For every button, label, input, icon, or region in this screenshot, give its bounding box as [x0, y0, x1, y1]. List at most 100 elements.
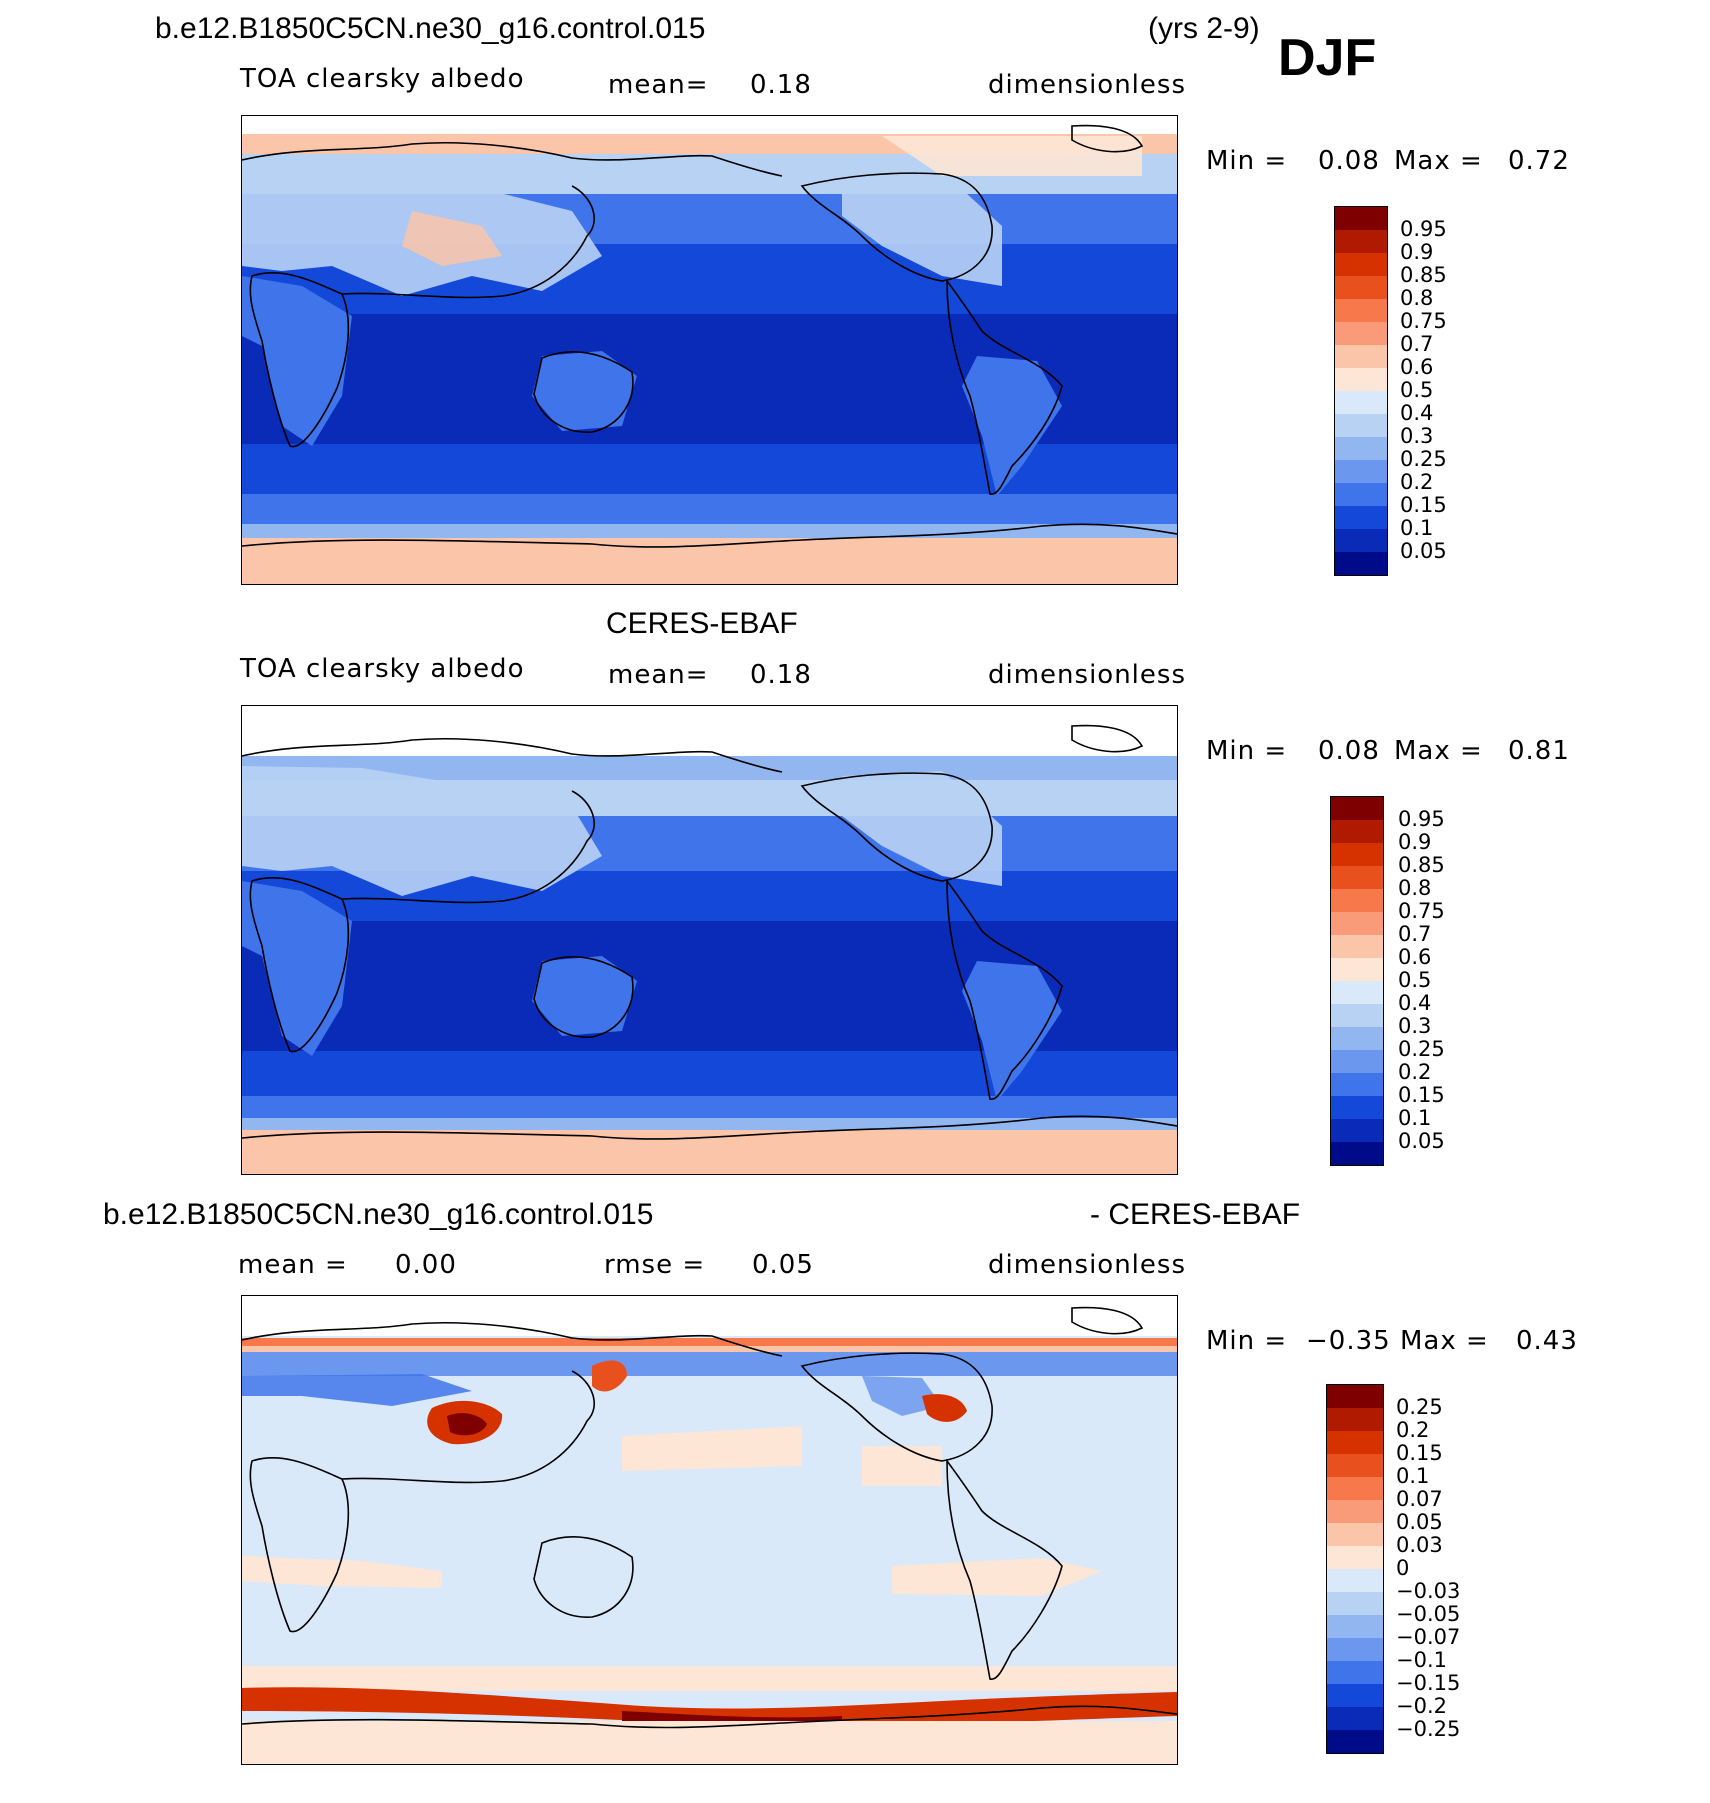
season-label: DJF — [1278, 29, 1377, 87]
colorbar-tick-label: 0.2 — [1400, 470, 1434, 494]
panel1-units: dimensionless — [988, 70, 1186, 100]
colorbar-swatch — [1327, 1431, 1383, 1455]
panel3-map-field — [242, 1296, 1177, 1764]
colorbar-swatch — [1331, 866, 1383, 890]
panel3-rmse-label: rmse = — [604, 1250, 706, 1280]
panel1-map-field — [242, 116, 1177, 584]
panel3-colorbar-labels: 0.25 0.2 0.15 0.1 0.07 0.05 0.03 0 −0.03 −0.05 −0.… — [1396, 1384, 1496, 1752]
panel2-mean-label: mean= — [608, 660, 709, 690]
colorbar-tick-label: −0.2 — [1396, 1694, 1447, 1718]
colorbar-swatch — [1335, 207, 1387, 231]
colorbar-tick-label: 0.2 — [1398, 1060, 1432, 1084]
panel2-min-label: Min = — [1206, 736, 1288, 766]
colorbar-swatch — [1327, 1730, 1383, 1753]
panel3-min-label: Min = — [1206, 1326, 1288, 1356]
colorbar-swatch — [1327, 1592, 1383, 1616]
colorbar-swatch — [1335, 437, 1387, 461]
colorbar-swatch — [1327, 1707, 1383, 1731]
colorbar-swatch — [1331, 981, 1383, 1005]
colorbar-swatch — [1331, 912, 1383, 936]
panel1-mean-value: 0.18 — [750, 70, 812, 100]
panel3-colorbar — [1326, 1384, 1384, 1754]
colorbar-swatch — [1331, 1004, 1383, 1028]
colorbar-swatch — [1335, 368, 1387, 392]
colorbar-tick-label: 0.75 — [1398, 899, 1445, 923]
colorbar-swatch — [1335, 253, 1387, 277]
colorbar-swatch — [1335, 506, 1387, 530]
panel2-variable: TOA clearsky albedo — [240, 654, 525, 684]
colorbar-tick-label: −0.25 — [1396, 1717, 1461, 1741]
colorbar-tick-label: 0.6 — [1398, 945, 1432, 969]
panel1-max-value: 0.72 — [1508, 146, 1570, 176]
colorbar-tick-label: −0.05 — [1396, 1602, 1461, 1626]
colorbar-swatch — [1335, 322, 1387, 346]
colorbar-tick-label: 0 — [1396, 1556, 1410, 1580]
colorbar-swatch — [1335, 391, 1387, 415]
colorbar-tick-label: −0.1 — [1396, 1648, 1447, 1672]
panel3-min-value: −0.35 — [1306, 1326, 1391, 1356]
colorbar-tick-label: 0.8 — [1398, 876, 1432, 900]
colorbar-tick-label: 0.8 — [1400, 286, 1434, 310]
colorbar-swatch — [1331, 1096, 1383, 1120]
panel3-mean-value: 0.00 — [395, 1250, 457, 1280]
panel1-map — [241, 115, 1178, 585]
colorbar-tick-label: 0.07 — [1396, 1487, 1443, 1511]
panel3-units: dimensionless — [988, 1250, 1186, 1280]
colorbar-tick-label: 0.1 — [1396, 1464, 1430, 1488]
colorbar-swatch — [1331, 1119, 1383, 1143]
panel2-colorbar — [1330, 796, 1384, 1166]
colorbar-tick-label: 0.5 — [1398, 968, 1432, 992]
colorbar-swatch — [1331, 889, 1383, 913]
colorbar-tick-label: 0.03 — [1396, 1533, 1443, 1557]
panel2-max-label: Max = — [1394, 736, 1483, 766]
colorbar-tick-label: 0.5 — [1400, 378, 1434, 402]
panel2-mean-value: 0.18 — [750, 660, 812, 690]
colorbar-swatch — [1335, 414, 1387, 438]
years-label: (yrs 2-9) — [1148, 12, 1260, 45]
colorbar-tick-label: 0.7 — [1400, 332, 1434, 356]
colorbar-tick-label: 0.25 — [1400, 447, 1447, 471]
colorbar-swatch — [1327, 1615, 1383, 1639]
colorbar-swatch — [1331, 1027, 1383, 1051]
colorbar-swatch — [1331, 1050, 1383, 1074]
colorbar-swatch — [1327, 1684, 1383, 1708]
colorbar-tick-label: 0.95 — [1398, 807, 1445, 831]
colorbar-tick-label: 0.1 — [1400, 516, 1434, 540]
panel2-min-value: 0.08 — [1318, 736, 1380, 766]
colorbar-tick-label: 0.25 — [1398, 1037, 1445, 1061]
colorbar-tick-label: −0.03 — [1396, 1579, 1461, 1603]
colorbar-swatch — [1327, 1661, 1383, 1685]
colorbar-tick-label: 0.4 — [1400, 401, 1434, 425]
colorbar-tick-label: 0.3 — [1400, 424, 1434, 448]
colorbar-tick-label: −0.15 — [1396, 1671, 1461, 1695]
panel3-header-left: b.e12.B1850C5CN.ne30_g16.control.015 — [103, 1198, 654, 1231]
panel3-rmse-value: 0.05 — [752, 1250, 814, 1280]
panel1-mean-label: mean= — [608, 70, 709, 100]
colorbar-swatch — [1327, 1569, 1383, 1593]
panel1-variable: TOA clearsky albedo — [240, 64, 525, 94]
colorbar-swatch — [1335, 345, 1387, 369]
colorbar-swatch — [1331, 820, 1383, 844]
colorbar-swatch — [1331, 1073, 1383, 1097]
colorbar-tick-label: 0.6 — [1400, 355, 1434, 379]
colorbar-swatch — [1327, 1546, 1383, 1570]
colorbar-tick-label: 0.05 — [1396, 1510, 1443, 1534]
panel1-colorbar-labels: 0.95 0.9 0.85 0.8 0.75 0.7 0.6 0.5 0.4 0.3 0.25 0.2… — [1400, 206, 1480, 574]
panel3-mean-label: mean = — [238, 1250, 348, 1280]
colorbar-swatch — [1331, 843, 1383, 867]
panel2-map — [241, 705, 1178, 1175]
panel2-units: dimensionless — [988, 660, 1186, 690]
colorbar-tick-label: 0.15 — [1396, 1441, 1443, 1465]
panel1-colorbar — [1334, 206, 1388, 576]
colorbar-swatch — [1331, 1142, 1383, 1165]
colorbar-tick-label: 0.1 — [1398, 1106, 1432, 1130]
colorbar-tick-label: 0.3 — [1398, 1014, 1432, 1038]
colorbar-swatch — [1327, 1454, 1383, 1478]
colorbar-swatch — [1327, 1638, 1383, 1662]
panel3-max-value: 0.43 — [1516, 1326, 1578, 1356]
colorbar-tick-label: 0.05 — [1398, 1129, 1445, 1153]
colorbar-swatch — [1327, 1523, 1383, 1547]
colorbar-tick-label: 0.15 — [1398, 1083, 1445, 1107]
panel2-map-field — [242, 706, 1177, 1174]
colorbar-swatch — [1335, 552, 1387, 575]
